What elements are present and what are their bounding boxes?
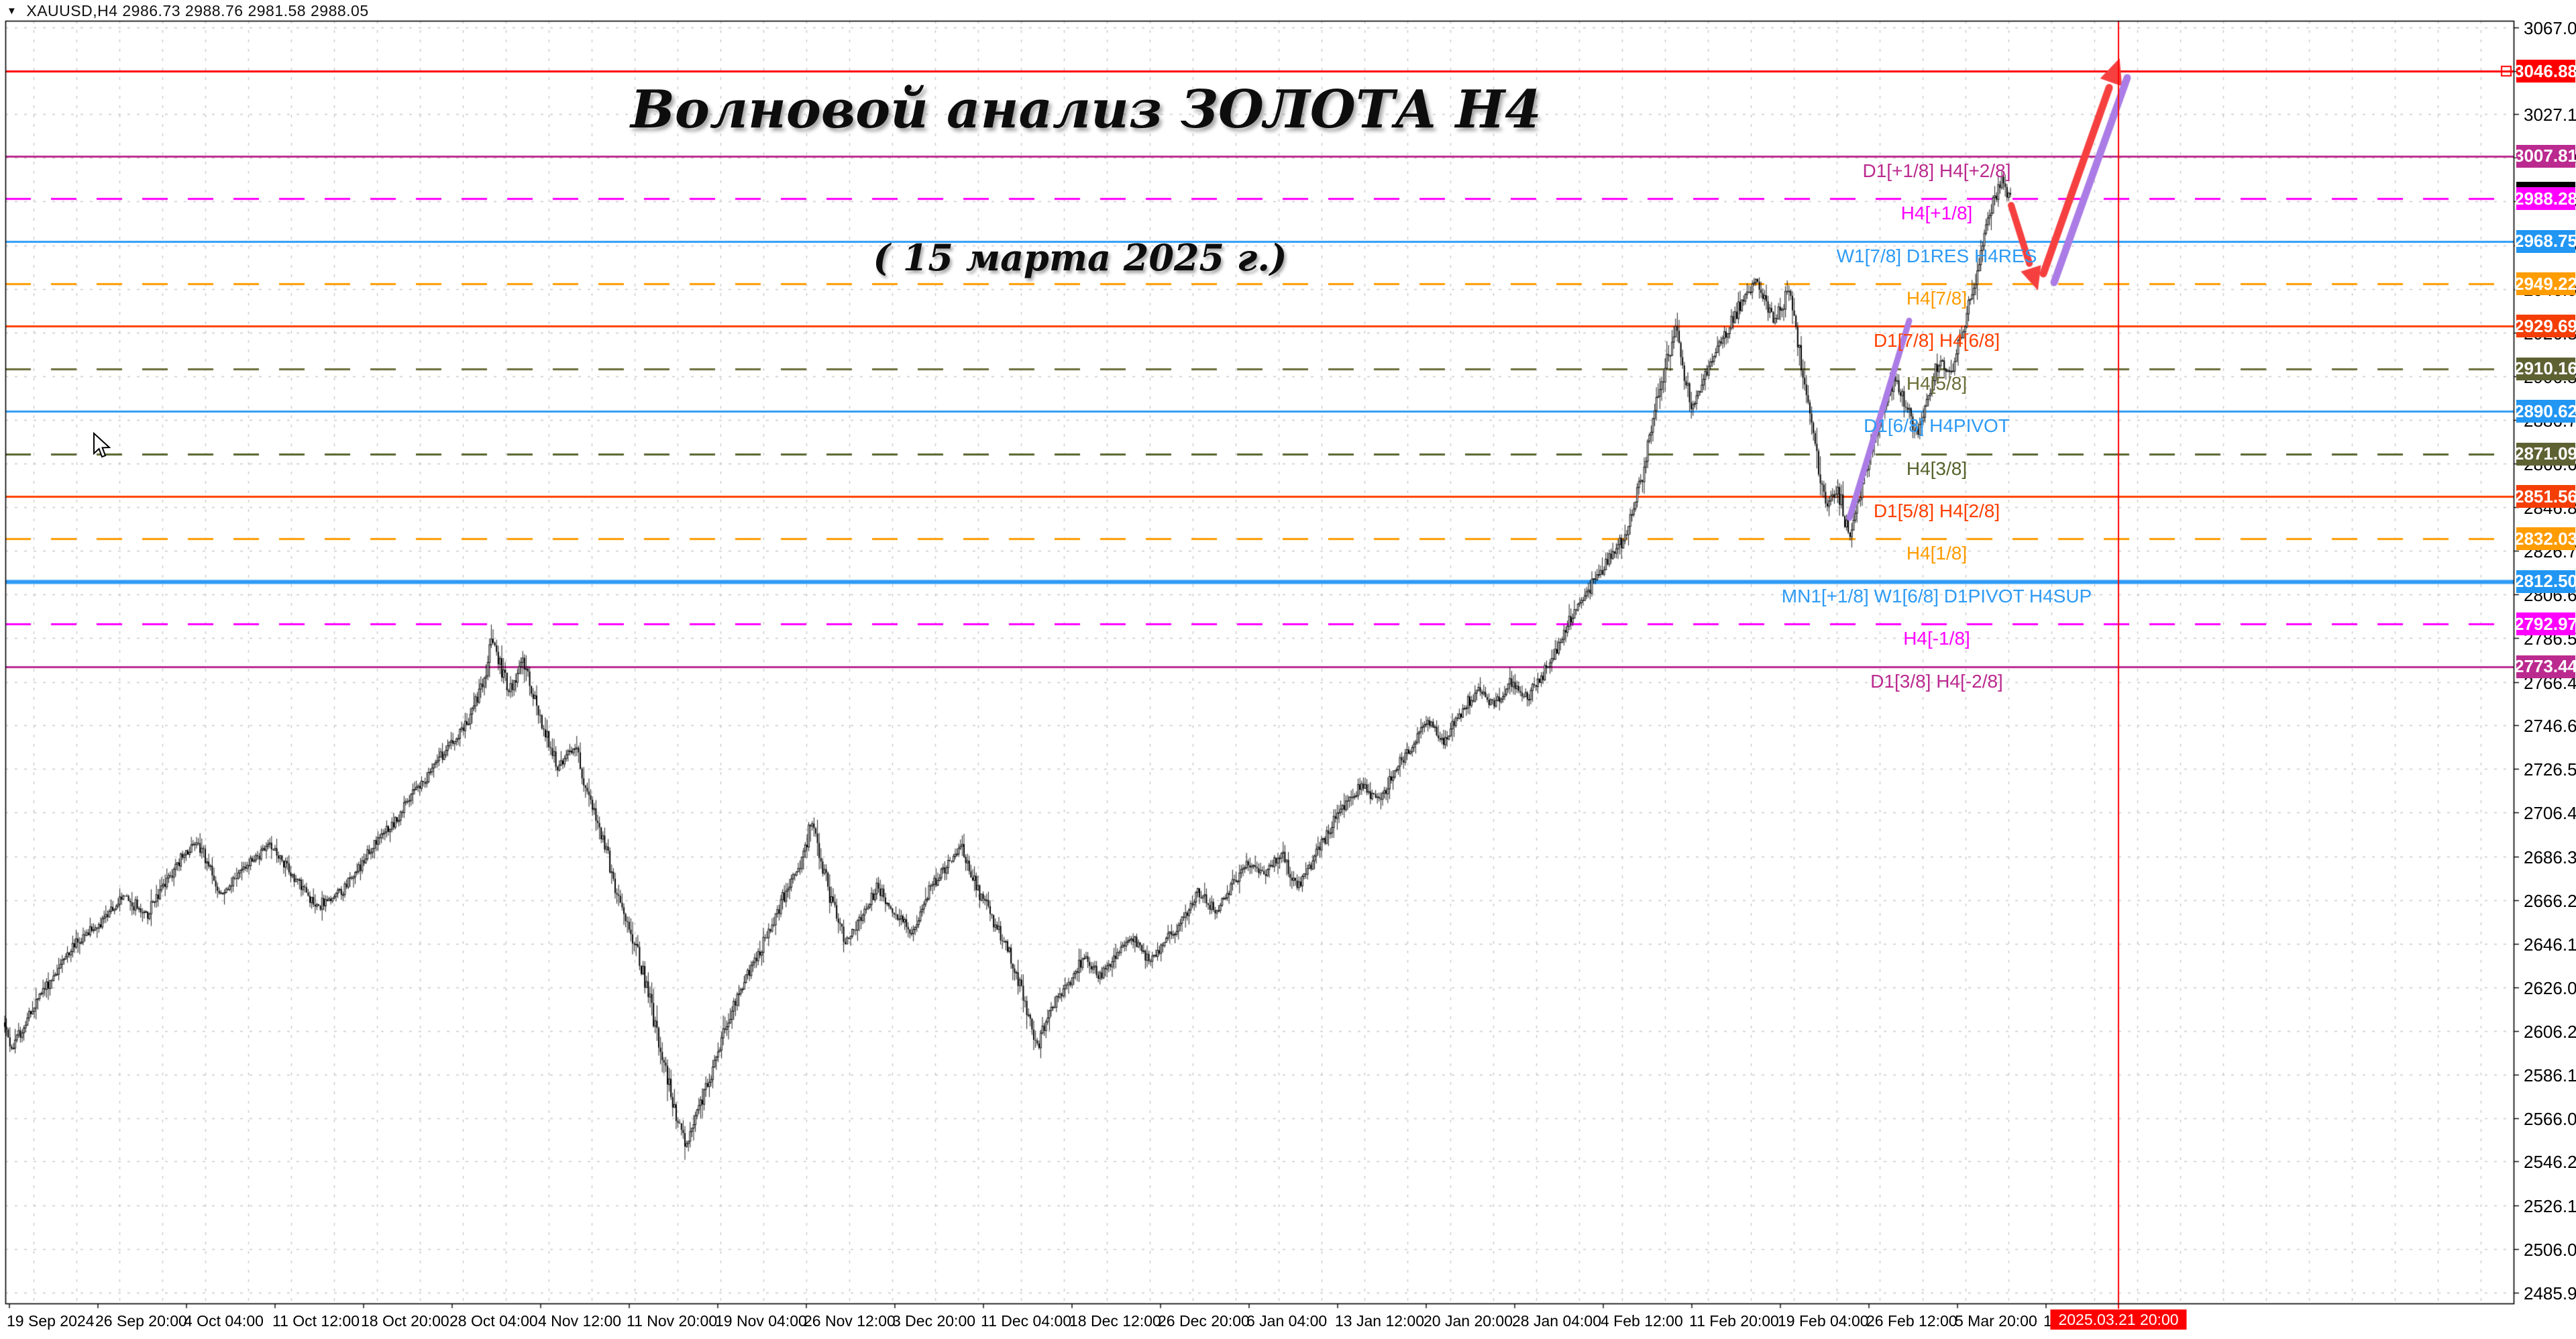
- price-axis-label: 2506.00: [2524, 1239, 2576, 1260]
- level-price-badge: 2851.56: [2514, 485, 2576, 508]
- price-axis-label: 3027.10: [2524, 105, 2576, 125]
- time-axis-label: 4 Feb 12:00: [1601, 1312, 1683, 1330]
- time-axis-label: 4 Oct 04:00: [184, 1312, 264, 1330]
- symbol-dropdown-icon[interactable]: ▼: [7, 5, 17, 17]
- level-price-badge: 3007.81: [2514, 144, 2576, 168]
- price-axis-label: 2546.20: [2524, 1152, 2576, 1173]
- time-axis-label: 13 Jan 12:00: [1335, 1312, 1425, 1330]
- time-axis-label: 3 Dec 20:00: [892, 1312, 976, 1330]
- level-line-label[interactable]: D1[+1/8] H4[+2/8]: [1862, 160, 2011, 181]
- price-axis-label: 2646.10: [2524, 934, 2576, 955]
- time-axis-label: 6 Jan 04:00: [1246, 1312, 1328, 1330]
- time-axis-label: 11 Nov 20:00: [627, 1312, 718, 1330]
- time-axis-label: 19 Nov 04:00: [715, 1312, 807, 1330]
- level-price-badge: 2773.44: [2514, 655, 2576, 678]
- time-axis-label: 26 Sep 20:00: [95, 1312, 187, 1330]
- level-price-badge: 2792.97: [2514, 612, 2576, 636]
- time-axis-label: 4 Nov 12:00: [538, 1312, 622, 1330]
- price-axis-label: 2606.20: [2524, 1021, 2576, 1042]
- level-price-badge: 3046.88: [2514, 60, 2576, 83]
- level-price-badge: 2968.75: [2514, 229, 2576, 253]
- level-price-badge: 2910.16: [2514, 357, 2576, 380]
- price-axis-label: 2526.10: [2524, 1195, 2576, 1216]
- price-axis-label: 2706.40: [2524, 803, 2576, 824]
- time-axis-label: 11 Dec 04:00: [981, 1312, 1072, 1330]
- time-axis-label: 18 Dec 12:00: [1069, 1312, 1161, 1330]
- level-line-label[interactable]: D1[3/8] H4[-2/8]: [1870, 670, 2003, 692]
- time-axis-label: 28 Oct 04:00: [449, 1312, 538, 1330]
- time-axis-label: 11 Oct 12:00: [272, 1312, 360, 1330]
- price-axis-label: 3067.00: [2524, 17, 2576, 38]
- price-axis-label: 2726.50: [2524, 759, 2576, 780]
- level-line-label[interactable]: MN1[+1/8] W1[6/8] D1PIVOT H4SUP: [1781, 585, 2092, 606]
- level-line-label[interactable]: H4[5/8]: [1906, 372, 1968, 394]
- time-axis-label: 19 Feb 04:00: [1778, 1312, 1869, 1330]
- level-price-badge: 2988.28: [2514, 187, 2576, 211]
- level-price-badge: 2871.09: [2514, 442, 2576, 466]
- time-axis-label: 5 Mar 20:00: [1955, 1312, 2037, 1330]
- level-price-badge: 2949.22: [2514, 272, 2576, 296]
- price-axis-label: 2626.00: [2524, 978, 2576, 999]
- price-axis-label: 2666.20: [2524, 890, 2576, 911]
- level-line-label[interactable]: H4[-1/8]: [1903, 628, 1970, 649]
- level-line-label[interactable]: H4[+1/8]: [1900, 203, 1973, 224]
- level-line-label[interactable]: D1[5/8] H4[2/8]: [1873, 500, 2000, 522]
- time-axis-label: 19 Sep 2024: [7, 1312, 95, 1330]
- time-axis-label: 28 Jan 04:00: [1512, 1312, 1602, 1330]
- time-axis-label: 11 Feb 20:00: [1689, 1312, 1779, 1330]
- time-axis-label: 20 Jan 20:00: [1424, 1312, 1513, 1330]
- time-axis-label: 18 Oct 20:00: [361, 1312, 449, 1330]
- time-axis-label: 26 Nov 12:00: [804, 1312, 896, 1330]
- mouse-cursor-icon: [93, 432, 111, 458]
- symbol-ohlc-text: XAUUSD,H4 2986.73 2988.76 2981.58 2988.0…: [26, 1, 369, 19]
- level-line-label[interactable]: D1[7/8] H4[6/8]: [1873, 330, 2000, 352]
- level-line-label[interactable]: W1[7/8] D1RES H4RES: [1836, 245, 2037, 266]
- price-axis-label: 2586.10: [2524, 1065, 2576, 1085]
- symbol-ohlc-bar: ▼ XAUUSD,H4 2986.73 2988.76 2981.58 2988…: [7, 2, 369, 19]
- time-axis-label: 26 Dec 20:00: [1158, 1312, 1250, 1330]
- price-axis-label: 2746.60: [2524, 715, 2576, 736]
- vline-time-badge: 2025.03.21 20:00: [2050, 1309, 2187, 1330]
- level-price-badge: 2832.03: [2514, 527, 2576, 551]
- price-axis-label: 2485.90: [2524, 1283, 2576, 1304]
- time-axis-label: 26 Feb 12:00: [1866, 1312, 1957, 1330]
- price-axis-label: 2566.00: [2524, 1109, 2576, 1130]
- level-line-label[interactable]: H4[3/8]: [1906, 458, 1968, 479]
- price-axis-label: 2686.30: [2524, 847, 2576, 867]
- level-line-label[interactable]: H4[7/8]: [1906, 288, 1968, 309]
- level-price-badge: 2929.69: [2514, 315, 2576, 338]
- level-price-badge: 2812.50: [2514, 570, 2576, 593]
- level-line-label[interactable]: H4[1/8]: [1906, 543, 1968, 564]
- level-line-label[interactable]: D1[6/8] H4PIVOT: [1864, 415, 2010, 437]
- chart-subtitle: ( 15 марта 2025 г.): [873, 236, 1287, 279]
- level-price-badge: 2890.62: [2514, 400, 2576, 423]
- chart-title: Волновой анализ ЗОЛОТА Н4: [631, 79, 1542, 140]
